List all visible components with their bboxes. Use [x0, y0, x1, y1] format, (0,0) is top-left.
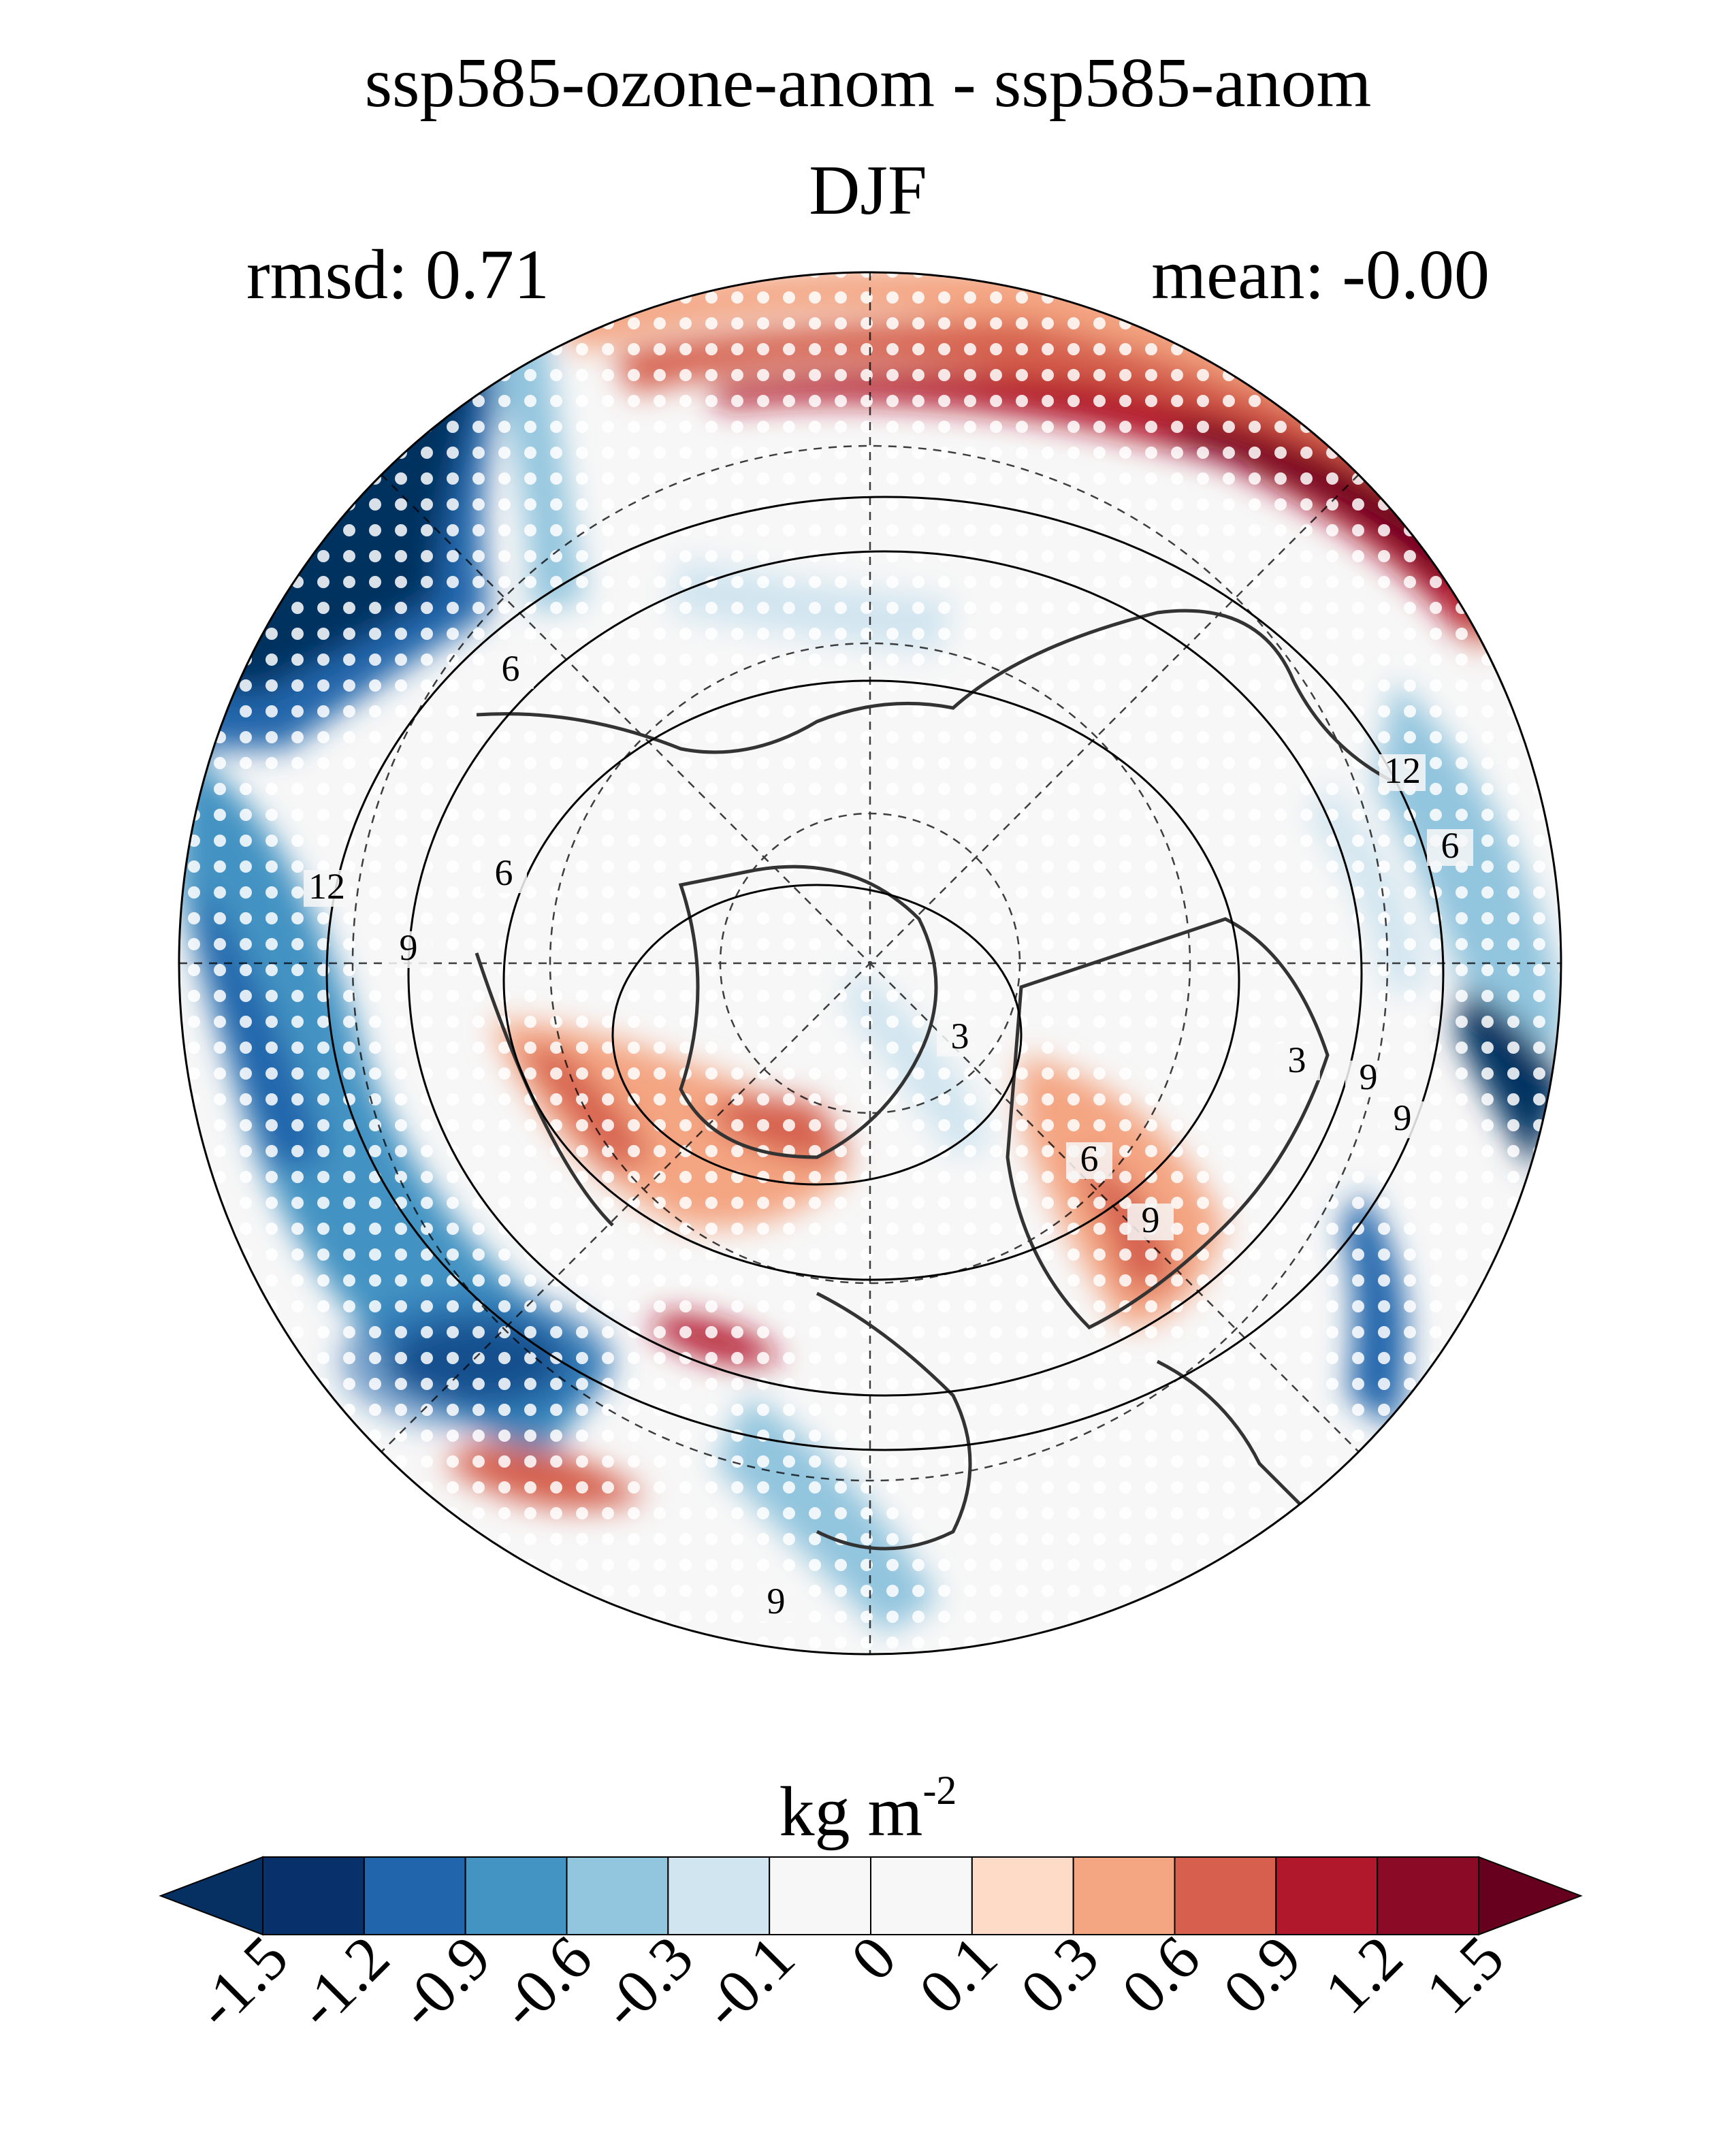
mean-label: mean: -0.00: [1151, 236, 1490, 314]
figure-title: ssp585-ozone-anom - ssp585-anom: [364, 44, 1372, 122]
colorbar-bin: [1275, 1856, 1379, 1935]
colorbar-tick-label: -0.6: [486, 1922, 605, 2042]
colorbar-extend-high: [1478, 1856, 1583, 1936]
colorbar-tick-label: -0.3: [587, 1922, 706, 2042]
colorbar-tick-label: 1.5: [1413, 1922, 1517, 2027]
colorbar-bin: [769, 1856, 871, 1935]
colorbar-tick-label: 0.3: [1007, 1922, 1111, 2027]
colorbar-bin: [971, 1856, 1074, 1935]
colorbar-tick-label: 0.6: [1108, 1922, 1212, 2027]
contour-label: 9: [1394, 1097, 1412, 1138]
colorbar-bin: [870, 1856, 973, 1935]
colorbar-tick-label: -0.1: [688, 1922, 807, 2042]
contour-label: 9: [767, 1581, 786, 1621]
colorbar-units: kg m-2: [779, 1768, 957, 1851]
season-label: DJF: [809, 151, 927, 229]
contour-label: 6: [1080, 1138, 1099, 1179]
colorbar-bin: [464, 1856, 568, 1935]
colorbar-tick-label: -1.5: [182, 1922, 301, 2042]
contour-label: 6: [1441, 825, 1460, 866]
contour-label: 9: [1142, 1199, 1160, 1240]
colorbar-tick-label: -1.2: [283, 1922, 402, 2042]
contour-label: 3: [951, 1016, 969, 1056]
colorbar-bin: [1072, 1856, 1176, 1935]
contour-label: 6: [495, 852, 513, 893]
colorbar-bin: [667, 1856, 771, 1935]
colorbar-bin: [1377, 1856, 1479, 1935]
colorbar-bin: [262, 1856, 365, 1935]
colorbar-bin: [363, 1856, 466, 1935]
contour-label: 9: [1360, 1056, 1378, 1097]
colorbar-extend-low: [159, 1856, 263, 1936]
colorbar-bin: [566, 1856, 669, 1935]
contour-label: 12: [1384, 750, 1421, 791]
colorbar-bin: [1174, 1856, 1277, 1935]
contour-label: 9: [400, 927, 418, 968]
contour-label: 6: [502, 648, 520, 689]
rmsd-label: rmsd: 0.71: [246, 236, 549, 314]
colorbar-tick-label: 1.2: [1311, 1922, 1415, 2027]
contour-label: 3: [1288, 1039, 1306, 1080]
contour-label: 12: [308, 866, 345, 907]
colorbar-tick-label: -0.9: [385, 1922, 504, 2042]
colorbar-tick-label: 0.1: [906, 1922, 1010, 2027]
colorbar-tick-label: 0.9: [1210, 1922, 1314, 2027]
